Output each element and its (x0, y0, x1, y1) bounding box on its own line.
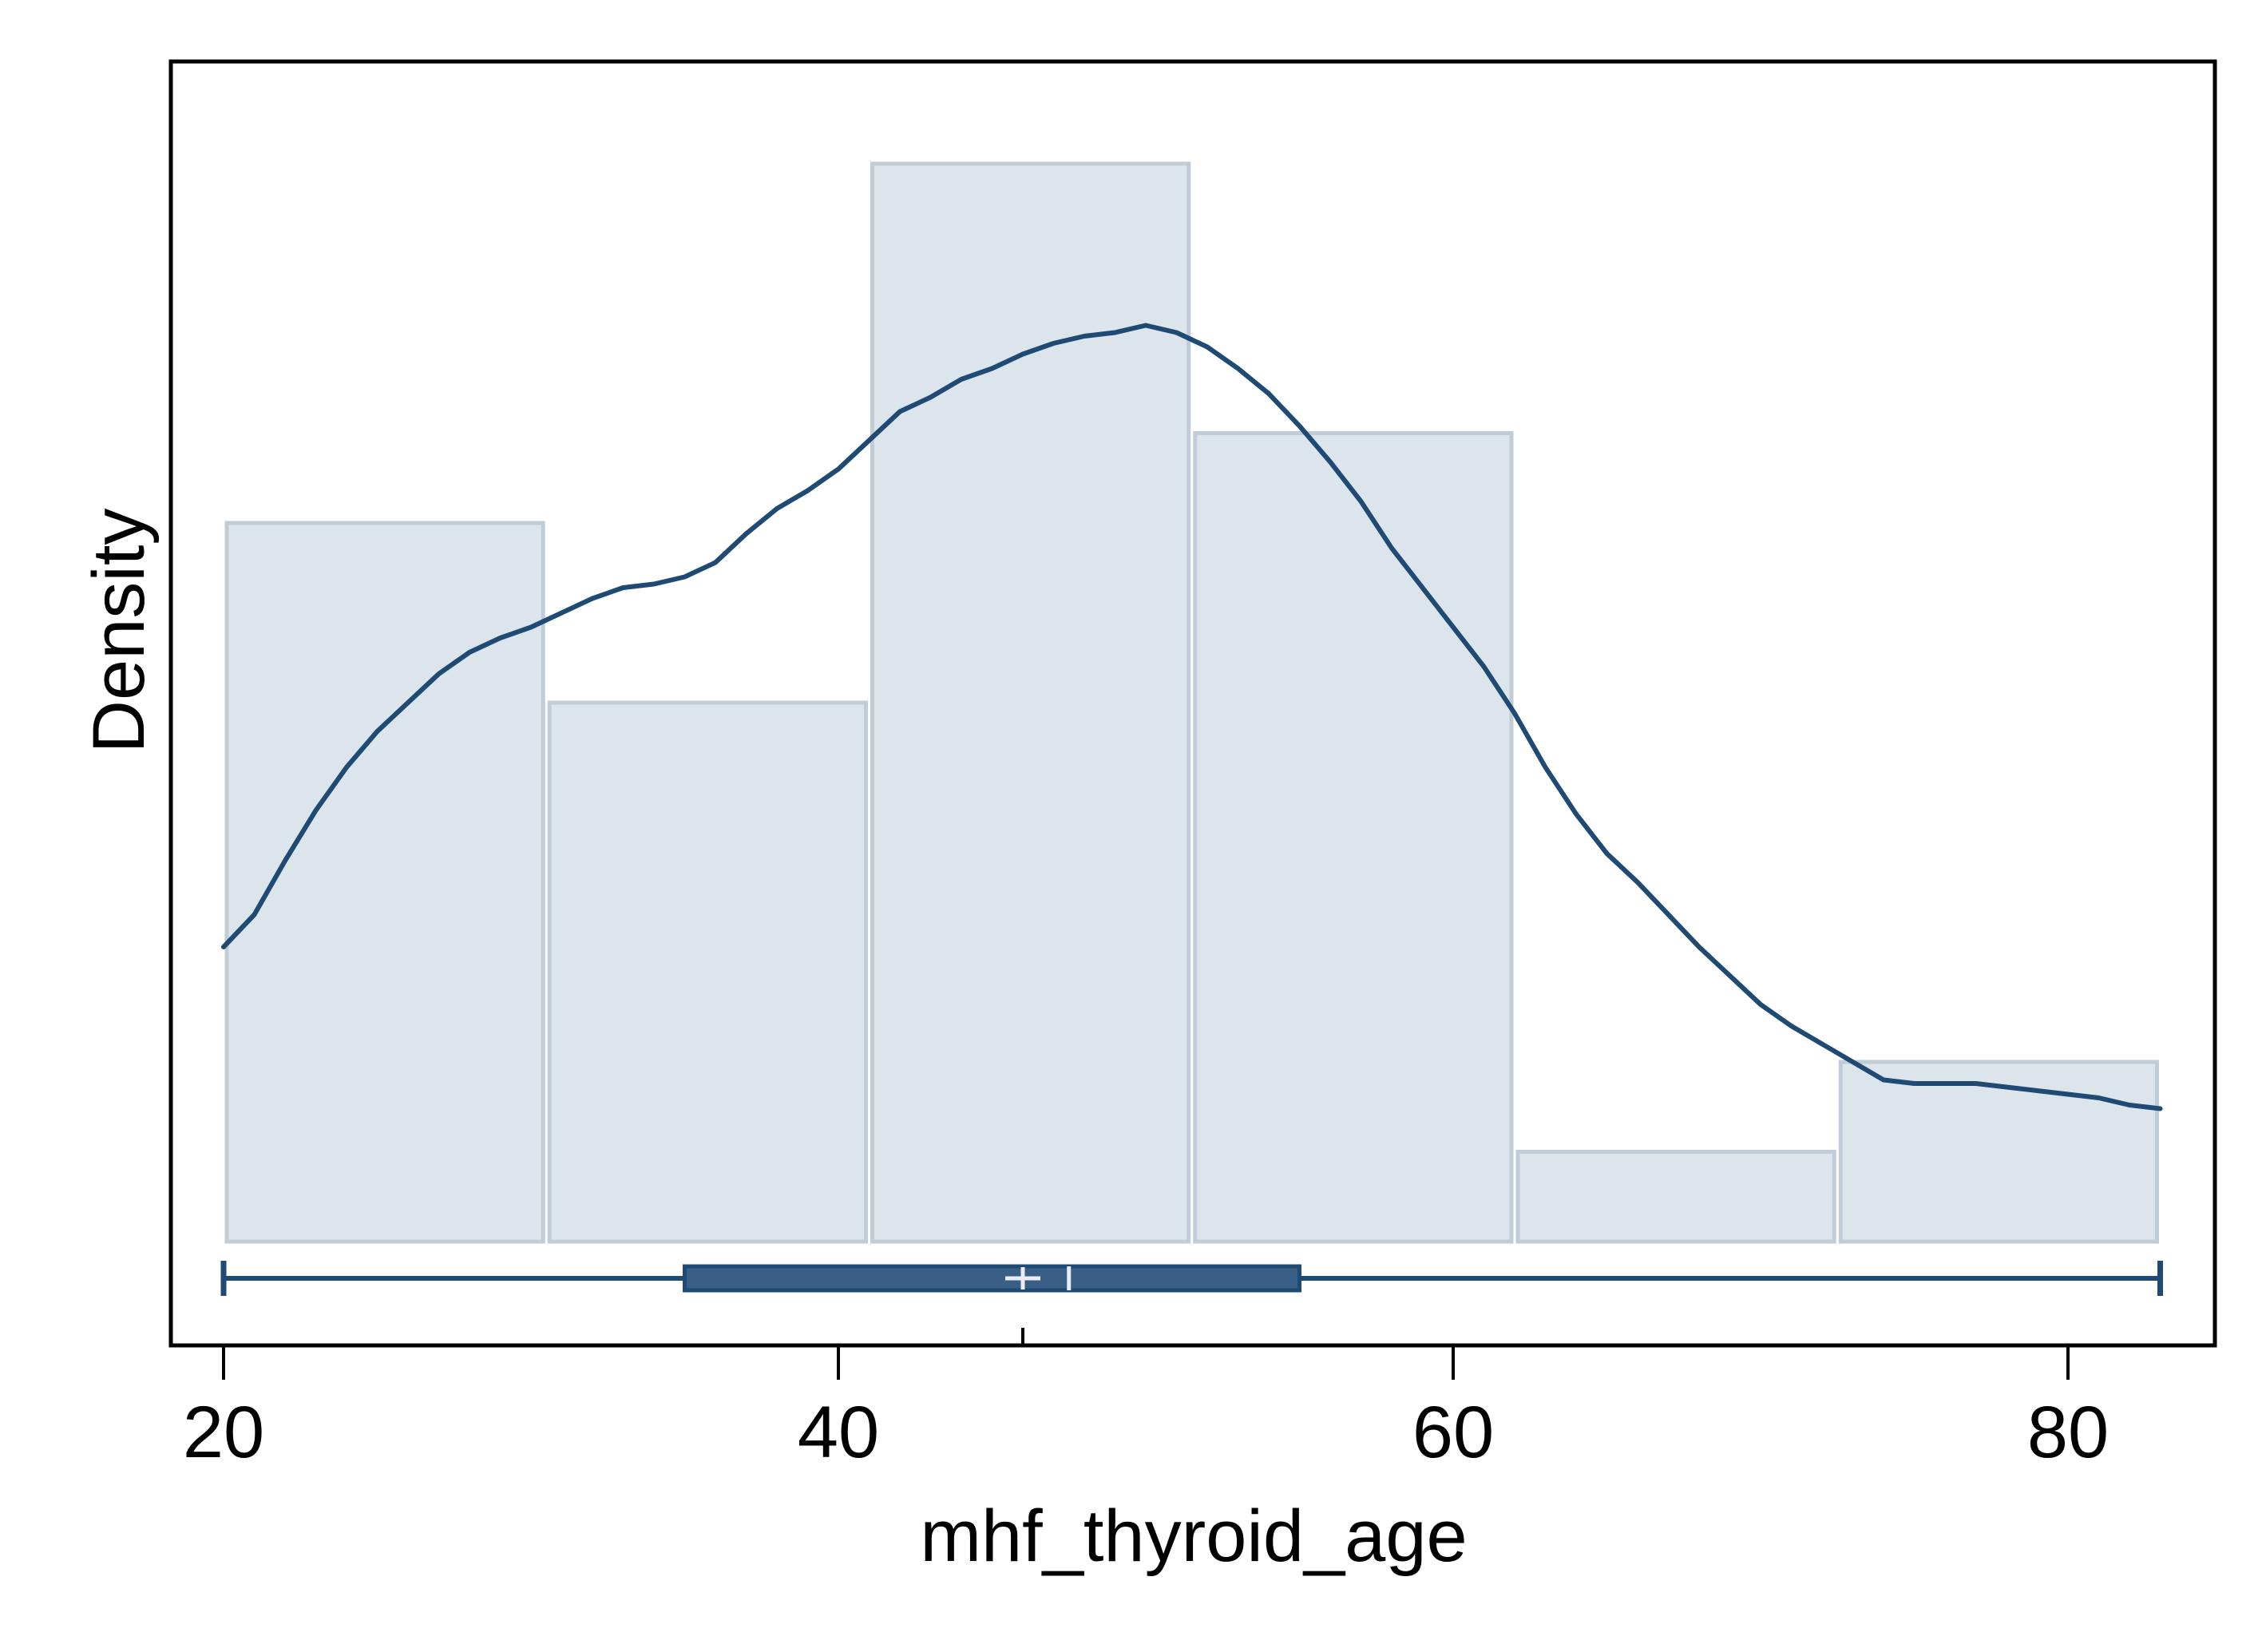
x-axis-label: mhf_thyroid_age (920, 1496, 1467, 1577)
plot-frame (168, 59, 2217, 1348)
x-tick-label: 60 (1412, 1392, 1494, 1473)
density-curve-layer (221, 323, 2163, 1111)
histogram-bar (1193, 431, 1514, 1244)
histogram-bar (870, 161, 1191, 1244)
boxplot-layer (220, 1261, 2163, 1345)
density-curve (221, 323, 2163, 1111)
x-tick-label: 80 (2027, 1392, 2109, 1473)
boxplot-iqr-box (683, 1264, 1301, 1293)
x-tick-label: 20 (183, 1392, 264, 1473)
histogram-bar (547, 700, 868, 1244)
x-tick-label: 40 (798, 1392, 879, 1473)
histogram-bars (224, 161, 2159, 1244)
y-axis-label: Density (78, 509, 160, 754)
x-axis-ticks: 20 40 60 80 (183, 1345, 2109, 1473)
histogram-bar (1838, 1060, 2159, 1244)
histogram-bar (1515, 1150, 1836, 1244)
